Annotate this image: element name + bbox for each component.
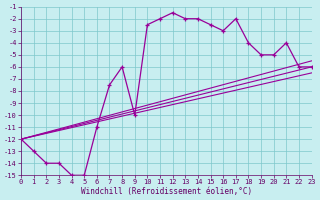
X-axis label: Windchill (Refroidissement éolien,°C): Windchill (Refroidissement éolien,°C) xyxy=(81,187,252,196)
